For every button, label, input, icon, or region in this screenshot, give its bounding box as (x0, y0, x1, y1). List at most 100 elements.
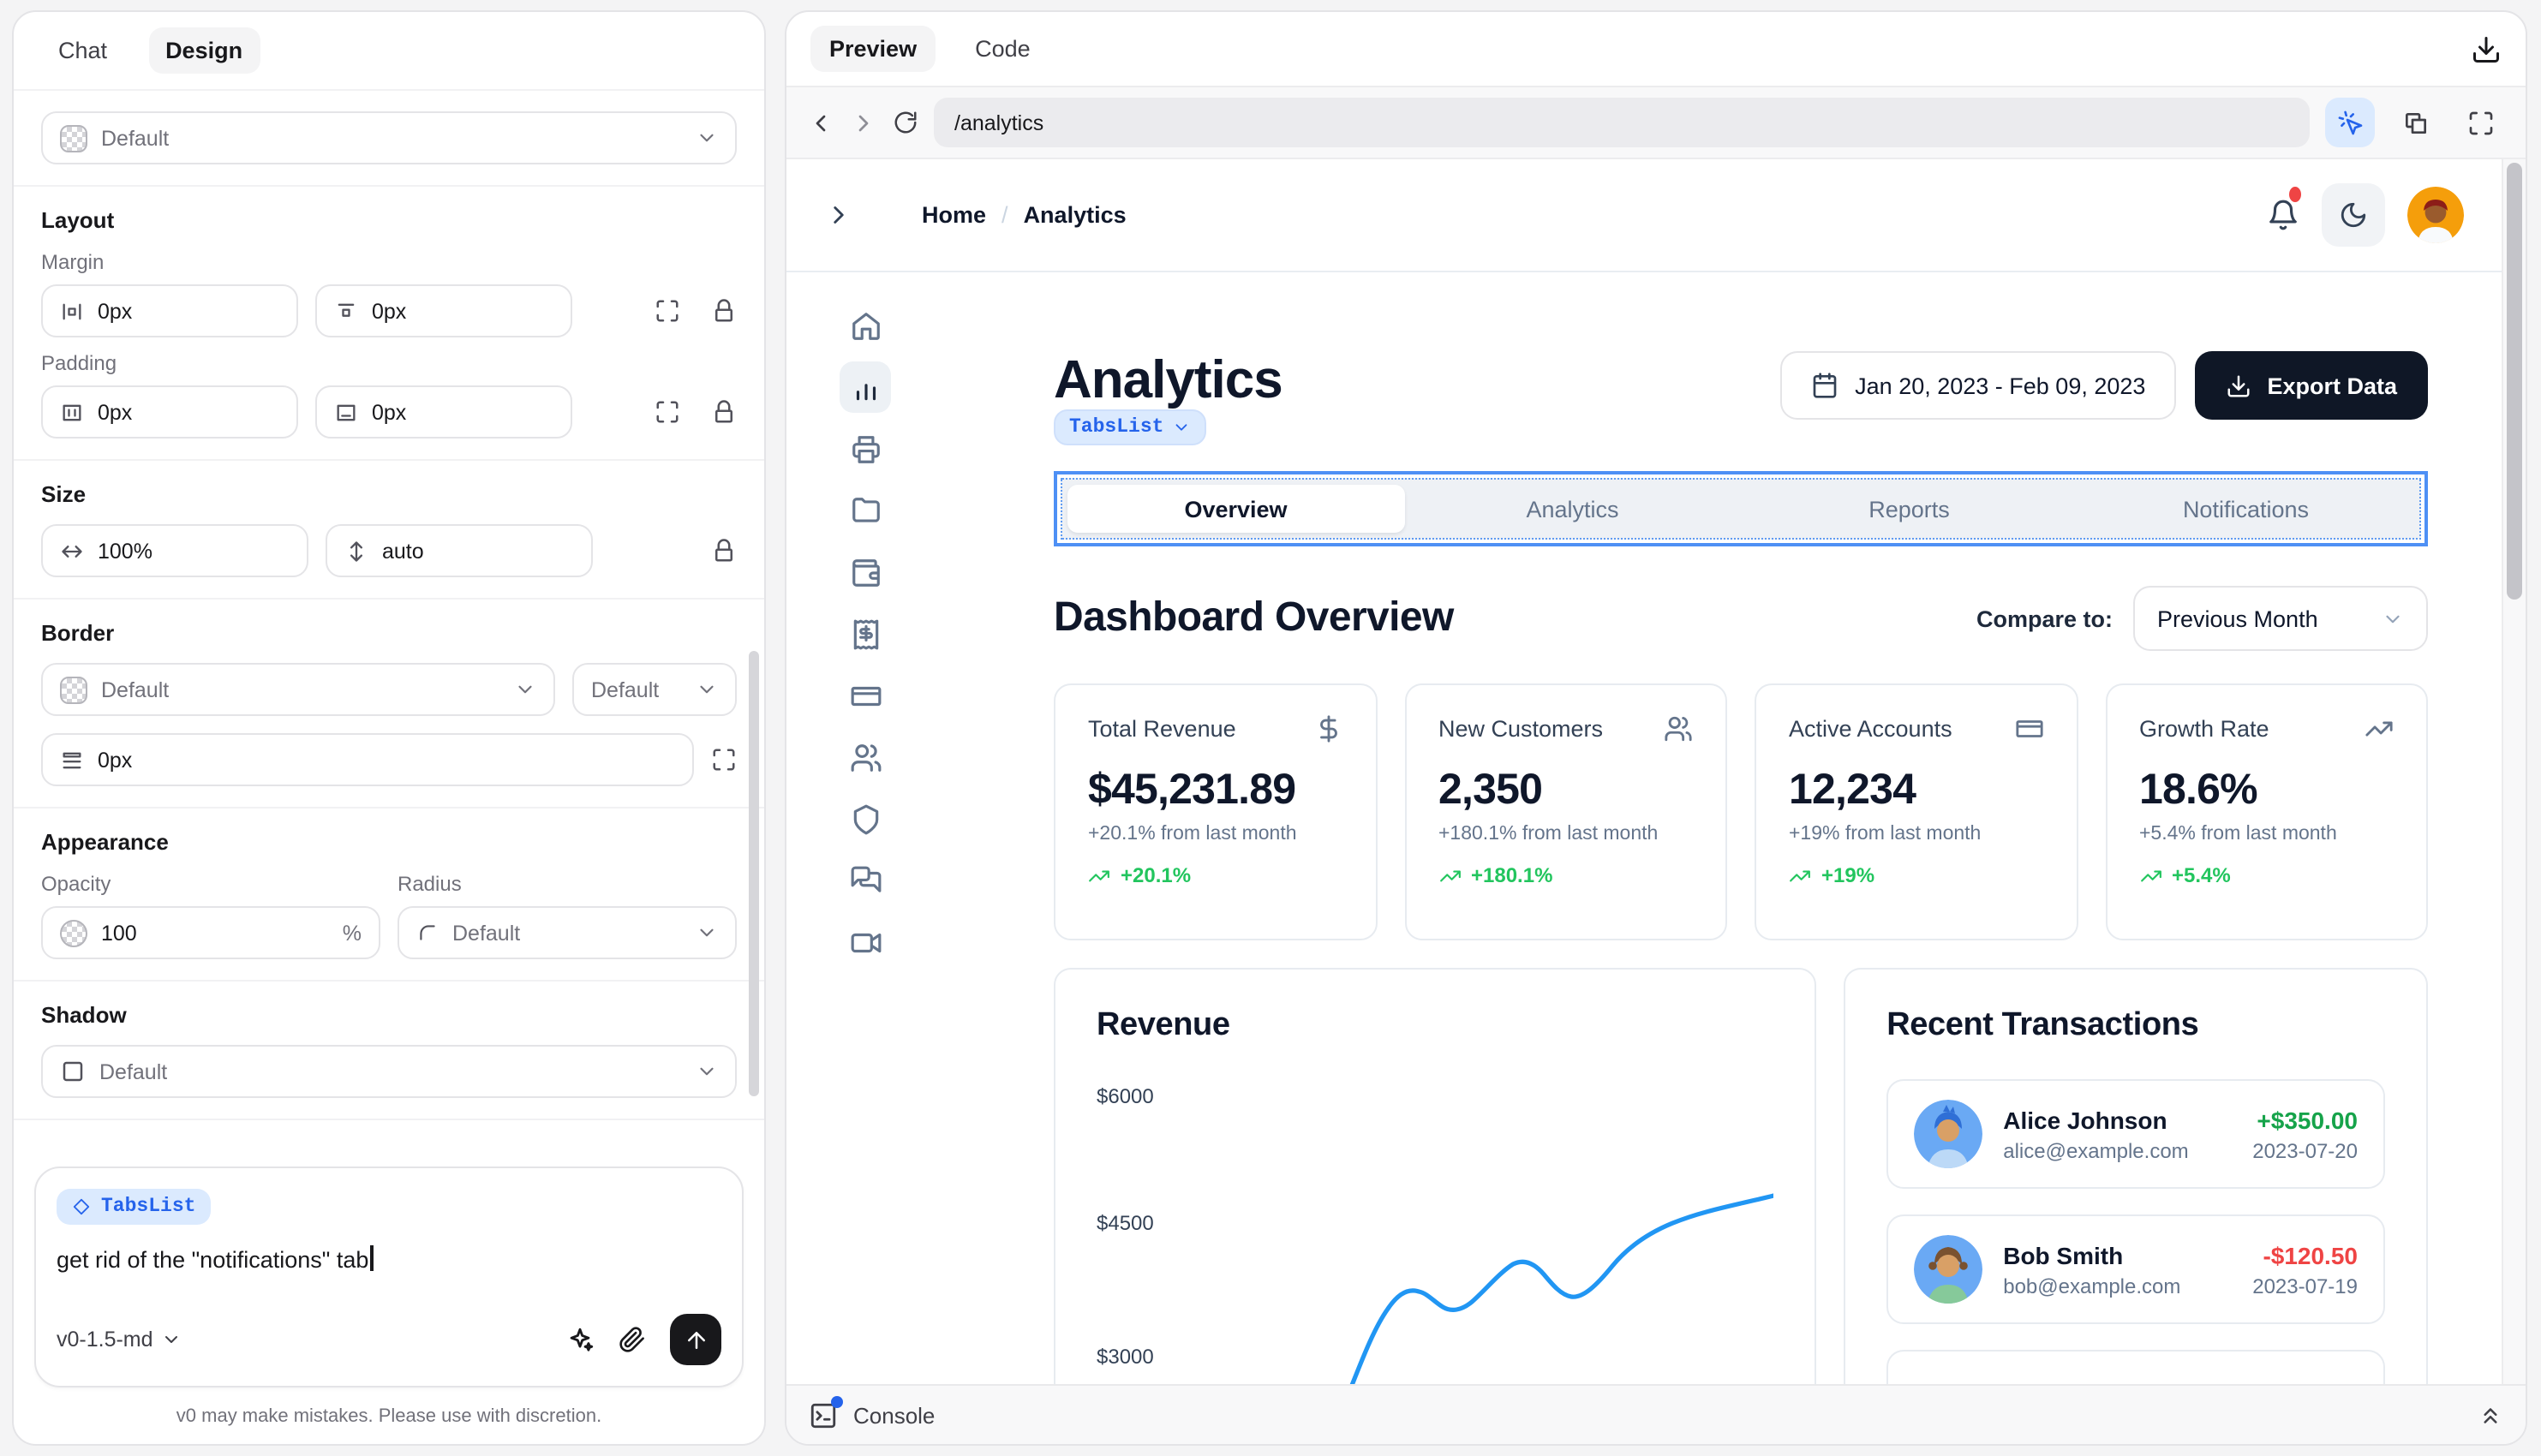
terminal-icon (809, 1395, 843, 1429)
border-expand-button[interactable] (711, 747, 737, 773)
copy-button[interactable] (2390, 98, 2440, 147)
refresh-button[interactable] (893, 110, 918, 135)
selection-overlay-chip[interactable]: TabsList (1054, 409, 1207, 446)
sidebar-item-receipt-icon[interactable] (840, 608, 891, 659)
notifications-bell-button[interactable] (2267, 187, 2301, 231)
opacity-input[interactable]: 100 % (41, 906, 380, 959)
download-button[interactable] (2471, 33, 2502, 64)
element-style-select[interactable]: Default (41, 111, 737, 164)
margin-x-input[interactable]: 0px (41, 284, 298, 337)
compare-period-select[interactable]: Previous Month (2133, 586, 2428, 652)
border-width-input[interactable]: 0px (41, 733, 694, 786)
breadcrumb: Home / Analytics (922, 202, 1127, 228)
radius-select[interactable]: Default (398, 906, 737, 959)
corner-radius-icon (416, 922, 439, 944)
border-color-select[interactable]: Default (41, 663, 555, 716)
padding-y-input[interactable]: 0px (315, 385, 572, 439)
revenue-chart-card: Revenue $6000 $4500 $3000 (1054, 968, 1817, 1384)
padding-expand-button[interactable] (655, 399, 680, 425)
nav-back-button[interactable] (807, 109, 834, 136)
dollar-icon (1313, 714, 1342, 743)
console-expand-button[interactable] (2478, 1402, 2503, 1428)
fullscreen-button[interactable] (2455, 98, 2505, 147)
border-style-select[interactable]: Default (572, 663, 737, 716)
url-input[interactable]: /analytics (934, 98, 2310, 147)
tab-chat[interactable]: Chat (58, 38, 108, 63)
console-label: Console (853, 1402, 936, 1428)
chip-label: TabsList (101, 1196, 196, 1218)
select-element-tool-button[interactable] (2325, 98, 2375, 147)
dark-mode-toggle-button[interactable] (2322, 183, 2385, 247)
sidebar-item-messages-icon[interactable] (840, 855, 891, 906)
sidebar-item-bar-chart-icon[interactable] (840, 361, 891, 413)
shadow-select[interactable]: Default (41, 1045, 737, 1098)
stat-trend: +20.1% (1088, 863, 1342, 887)
app-tab-analytics[interactable]: Analytics (1526, 496, 1619, 522)
sidebar-item-wallet-icon[interactable] (840, 546, 891, 598)
breadcrumb-home[interactable]: Home (922, 202, 987, 228)
revenue-line-series (1349, 1193, 1774, 1384)
opacity-unit: % (342, 921, 362, 945)
border-width-value: 0px (98, 748, 133, 772)
chevron-down-icon (696, 922, 718, 944)
selected-element-chip[interactable]: TabsList (57, 1189, 212, 1225)
padding-lock-button[interactable] (711, 399, 737, 425)
design-panel-scrollbar[interactable] (749, 651, 759, 1096)
user-avatar[interactable] (2407, 187, 2464, 243)
sidebar-item-folder-icon[interactable] (840, 485, 891, 536)
sidebar-item-video-icon[interactable] (840, 916, 891, 968)
width-input[interactable]: 100% (41, 524, 308, 577)
model-select[interactable]: v0-1.5-md (57, 1328, 182, 1352)
height-input[interactable]: auto (326, 524, 593, 577)
revenue-chart: $6000 $4500 $3000 (1097, 1065, 1774, 1384)
stat-value: 2,350 (1438, 766, 1543, 815)
attach-file-button[interactable] (619, 1326, 646, 1353)
transaction-avatar (1914, 1235, 1983, 1304)
send-prompt-button[interactable] (670, 1314, 721, 1365)
size-lock-button[interactable] (711, 538, 737, 564)
app-tab-reports[interactable]: Reports (1868, 496, 1950, 522)
date-range-picker[interactable]: Jan 20, 2023 - Feb 09, 2023 (1779, 351, 2177, 420)
height-value: auto (382, 539, 424, 563)
preview-panel: Preview Code /analytics Home / (785, 10, 2527, 1446)
margin-y-input[interactable]: 0px (315, 284, 572, 337)
transaction-item[interactable]: Bob Smith bob@example.com -$120.50 2023-07-… (1886, 1214, 2385, 1325)
stat-title: Total Revenue (1088, 716, 1236, 743)
transaction-item-partial (1886, 1350, 2385, 1384)
prompt-input[interactable]: get rid of the "notifications" tab (57, 1245, 721, 1273)
tab-design[interactable]: Design (148, 27, 260, 74)
margin-expand-button[interactable] (655, 298, 680, 324)
transaction-item[interactable]: Alice Johnson alice@example.com +$350.00 20… (1886, 1079, 2385, 1190)
sidebar-item-users-icon[interactable] (840, 731, 891, 783)
stat-cards-row: Total Revenue $45,231.89 +20.1% from last … (1054, 683, 2428, 941)
tab-preview[interactable]: Preview (810, 26, 936, 72)
radius-label: Radius (398, 872, 462, 896)
enhance-prompt-button[interactable] (565, 1325, 595, 1354)
app-tab-overview[interactable]: Overview (1067, 485, 1404, 534)
sidebar-item-printer-icon[interactable] (840, 423, 891, 474)
nav-forward-button[interactable] (850, 109, 877, 136)
users-icon (1664, 714, 1693, 743)
padding-x-input[interactable]: 0px (41, 385, 298, 439)
y-axis-tick: $4500 (1097, 1211, 1154, 1236)
margin-lock-button[interactable] (711, 298, 737, 324)
stat-title: New Customers (1438, 716, 1604, 743)
sidebar-item-credit-card-icon[interactable] (840, 670, 891, 721)
stat-value: 12,234 (1789, 766, 1916, 815)
app-tab-notifications[interactable]: Notifications (2182, 496, 2310, 522)
prompt-composer[interactable]: TabsList get rid of the "notifications" … (34, 1167, 744, 1387)
sidebar-item-home-icon[interactable] (840, 300, 891, 351)
recent-transactions-title: Recent Transactions (1886, 1007, 2199, 1044)
preview-scrollbar-thumb[interactable] (2507, 163, 2522, 600)
console-bar[interactable]: Console (786, 1384, 2526, 1444)
sidebar-item-shield-icon[interactable] (840, 793, 891, 844)
selection-chip-label: TabsList (1069, 416, 1164, 439)
preview-toolbar: /analytics (786, 86, 2526, 159)
transparent-swatch-icon (60, 676, 87, 703)
padding-y-value: 0px (372, 400, 407, 424)
tab-code[interactable]: Code (975, 36, 1031, 62)
sidebar-toggle-button[interactable] (824, 200, 853, 230)
export-data-button[interactable]: Export Data (2195, 351, 2428, 420)
chevron-down-icon (696, 1060, 718, 1083)
